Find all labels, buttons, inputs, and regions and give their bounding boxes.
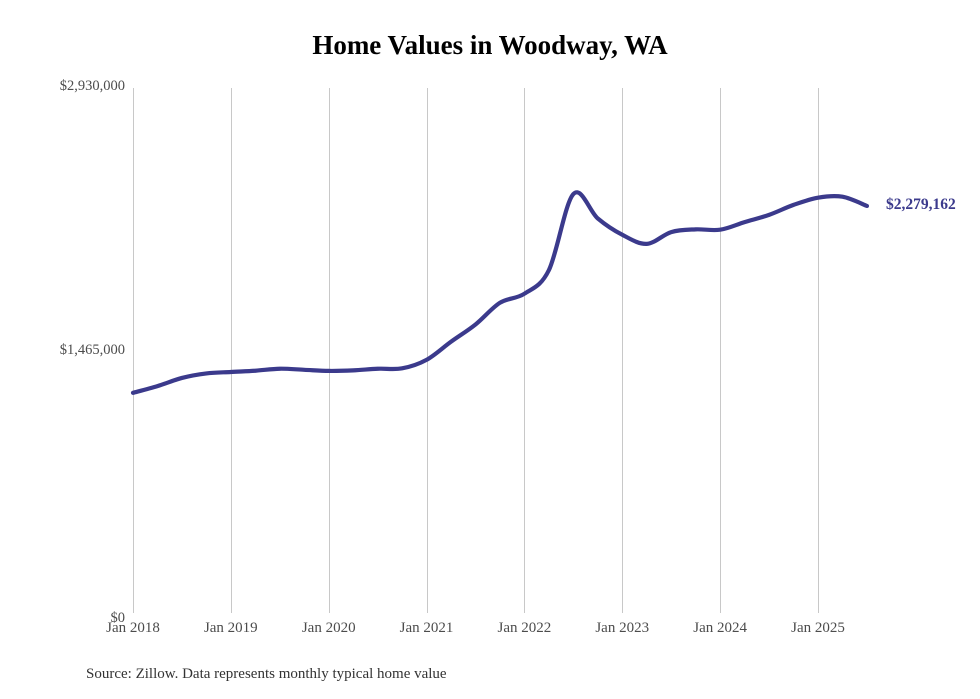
x-axis-tick-label-jan-2018: Jan 2018: [106, 620, 160, 636]
y-axis-tick-label-top: $2,930,000: [59, 78, 125, 94]
x-axis-tick-label-jan-2023: Jan 2023: [595, 620, 650, 636]
x-axis-tick-label-jan-2020: Jan 2020: [301, 620, 356, 636]
series-line-home-values: [130, 190, 870, 395]
plot-area: [130, 88, 872, 619]
gridline-jan-2024: [720, 88, 722, 613]
x-axis-tick-label-jan-2021: Jan 2021: [399, 620, 454, 636]
gridline-jan-2018: [133, 88, 134, 613]
source-note: Source: Zillow. Data represents monthly …: [86, 666, 447, 682]
y-axis-tick-label-bottom: $0: [110, 610, 126, 626]
y-axis-tick-top: $2,930,000: [0, 78, 125, 98]
gridline-jan-2019: [230, 88, 232, 613]
series-path: [130, 190, 870, 395]
end-value-label: $2,279,162: [886, 195, 956, 213]
chart-title: Home Values in Woodway, WA: [312, 30, 668, 60]
y-axis-tick-label-mid: $1,465,000: [59, 342, 125, 358]
gridline-jan-2022: [524, 88, 526, 613]
y-axis-tick-mid: $1,465,000: [0, 342, 125, 362]
x-axis-tick-label-jan-2024: Jan 2024: [693, 620, 747, 636]
gridline-jan-2025: [818, 88, 819, 613]
gridline-jan-2023: [622, 88, 624, 613]
gridline-jan-2020: [328, 88, 330, 613]
x-axis-tick-label-jan-2022: Jan 2022: [497, 620, 552, 636]
x-axis-tick-label-jan-2019: Jan 2019: [203, 620, 258, 636]
y-axis-tick-bottom: $0: [0, 610, 126, 630]
x-axis-tick-label-jan-2025: Jan 2025: [791, 620, 845, 636]
gridline-jan-2021: [426, 88, 428, 613]
